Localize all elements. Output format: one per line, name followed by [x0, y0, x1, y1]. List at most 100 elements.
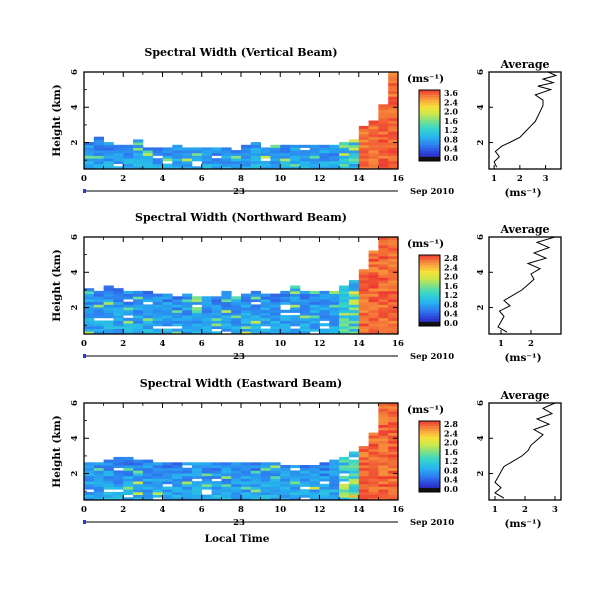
heatmap-cell [348, 317, 360, 321]
heatmap-cell [309, 312, 320, 316]
heatmap-cell [133, 465, 144, 469]
heatmap-cell [133, 147, 144, 151]
heatmap-cell [123, 465, 134, 469]
heatmap-cell [388, 299, 399, 303]
heatmap-cell [250, 497, 261, 501]
heatmap-cell [378, 317, 389, 321]
heatmap-cell [211, 473, 222, 477]
heatmap-cell [133, 155, 144, 159]
colorbar-swatch [419, 431, 440, 434]
heatmap-cell [280, 320, 291, 324]
heatmap-cell [358, 152, 369, 156]
heatmap-cell [270, 483, 281, 487]
heatmap-cell [123, 328, 134, 332]
heatmap-cell [368, 325, 379, 329]
heatmap-cell [221, 494, 232, 498]
heatmap-cell [152, 475, 163, 479]
heatmap-cell [172, 467, 183, 471]
y-axis-label: Height (km) [51, 415, 63, 487]
heatmap-cell [152, 158, 163, 162]
heatmap-cell [182, 470, 193, 474]
heatmap-cell [378, 312, 389, 316]
heatmap-cell [378, 128, 389, 132]
heatmap-cell [103, 158, 114, 162]
heatmap-cell [339, 299, 350, 303]
heatmap-cell [142, 147, 154, 151]
heatmap-cell [299, 483, 311, 487]
heatmap-cell [133, 323, 144, 327]
heatmap-cell [290, 497, 301, 501]
heatmap-cell [309, 150, 320, 154]
heatmap-cell [231, 325, 242, 329]
heatmap-cell [182, 473, 193, 477]
heatmap-cell [329, 491, 340, 495]
heatmap-cell [250, 320, 261, 324]
colorbar-swatch [419, 471, 440, 475]
heatmap-cell [241, 489, 252, 493]
heatmap-cell [388, 77, 399, 81]
date-month-label: Sep 2010 [410, 187, 454, 197]
heatmap-cell [280, 465, 291, 469]
heatmap-cell [211, 470, 222, 474]
heatmap-cell [201, 158, 212, 162]
heatmap-cell [299, 290, 311, 294]
heatmap-cell [348, 155, 360, 159]
heatmap-cell [339, 296, 350, 300]
heatmap-cell [84, 486, 95, 490]
heatmap-cell [152, 307, 163, 311]
heatmap-cell [84, 475, 95, 479]
heatmap-cell [241, 465, 252, 469]
heatmap-cell [142, 299, 154, 303]
heatmap-cell [182, 328, 193, 332]
heatmap-cell [319, 475, 330, 479]
heatmap-cell [280, 473, 291, 477]
heatmap-cell [378, 112, 389, 116]
heatmap-cell [358, 131, 369, 135]
heatmap-cell [84, 478, 95, 482]
heatmap-cell [93, 136, 104, 140]
heatmap-cell [378, 405, 389, 409]
heatmap-cell [309, 163, 320, 167]
heatmap-cell [201, 150, 212, 154]
heatmap-cell [250, 152, 261, 156]
heatmap-cell [368, 489, 379, 493]
heatmap-cell [84, 325, 95, 329]
heatmap-cell [231, 467, 242, 471]
heatmap-cell [93, 323, 104, 327]
heatmap-cell [142, 328, 154, 332]
heatmap-cell [339, 293, 350, 297]
heatmap-cell [270, 325, 281, 329]
heatmap-cell [368, 446, 379, 450]
heatmap-cell [348, 331, 360, 335]
heatmap-cell [280, 486, 291, 490]
heatmap-cell [231, 309, 242, 313]
heatmap-cell [123, 462, 134, 466]
heatmap-cell [378, 478, 389, 482]
heatmap-cell [368, 317, 379, 321]
heatmap-cell [368, 462, 379, 466]
heatmap-cell [201, 147, 212, 151]
colorbar-swatch [419, 308, 440, 312]
heatmap-cell [378, 483, 389, 487]
y-axis-label: Height (km) [51, 249, 63, 321]
heatmap-cell [201, 497, 212, 501]
heatmap-cell [211, 497, 222, 501]
colorbar-swatch [419, 267, 440, 271]
y-axis-label: Height (km) [51, 84, 63, 156]
heatmap-cell [241, 152, 252, 156]
heatmap-cell [358, 481, 369, 485]
colorbar-swatch [419, 474, 440, 478]
heatmap-cell [231, 470, 242, 474]
colorbar-swatch [419, 260, 440, 263]
heatmap-cell [152, 152, 163, 156]
heatmap-cell [388, 282, 399, 286]
heatmap-cell [388, 285, 399, 289]
heatmap-cell [84, 473, 95, 477]
heatmap-cell [103, 315, 114, 319]
average-x-tick-label: 2 [522, 505, 528, 515]
heatmap-cell [358, 307, 369, 311]
x-tick-label: 14 [353, 339, 365, 349]
heatmap-cell [388, 440, 399, 444]
heatmap-cell [270, 152, 281, 156]
